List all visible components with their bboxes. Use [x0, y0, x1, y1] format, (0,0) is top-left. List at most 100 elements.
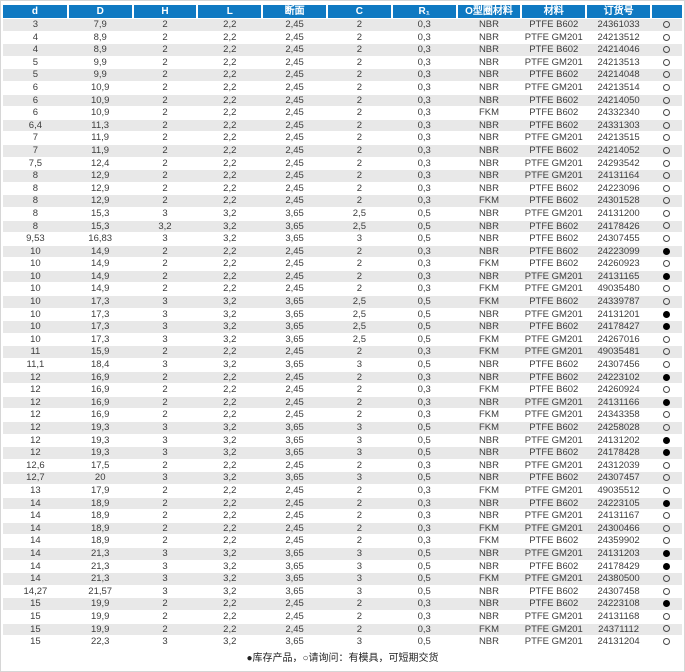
cell-D: 18,9: [67, 522, 133, 536]
cell-material: PTFE B602: [521, 232, 587, 246]
table-row: 12,6 17,5 2 2,2 2,45 2 0,3 NBR PTFE GM201 2431203…: [3, 459, 682, 473]
cell-cross-section: 3,65: [262, 446, 327, 460]
cell-oring-material: NBR: [456, 18, 522, 32]
cell-oring-material: NBR: [456, 119, 522, 133]
cell-L: 2,2: [197, 610, 263, 624]
cell-availability: [651, 194, 682, 208]
table-row: 6 10,9 2 2,2 2,45 2 0,3 FKM PTFE B602 24332340: [3, 106, 682, 120]
cell-d: 10: [3, 245, 68, 259]
cell-R1: 0,3: [391, 270, 457, 284]
cell-H: 3: [132, 333, 198, 347]
cell-R1: 0,3: [391, 257, 457, 271]
cell-material: PTFE B602: [521, 534, 587, 548]
cell-L: 2,2: [197, 509, 263, 523]
cell-D: 17,3: [67, 320, 133, 334]
cell-oring-material: NBR: [456, 585, 522, 599]
on-request-icon: [663, 411, 670, 419]
cell-oring-material: NBR: [456, 68, 522, 82]
cell-availability: [651, 144, 682, 158]
cell-order-number: 24214048: [586, 68, 651, 82]
cell-D: 18,9: [67, 509, 133, 523]
cell-C: 2: [326, 31, 392, 45]
cell-C: 2: [326, 119, 392, 133]
table-row: 8 15,3 3 3,2 3,65 2,5 0,5 NBR PTFE GM201 24131200: [3, 207, 682, 221]
cell-C: 2: [326, 623, 392, 637]
cell-H: 3: [132, 295, 198, 309]
cell-H: 2: [132, 497, 198, 511]
cell-d: 14: [3, 560, 68, 574]
cell-R1: 0,3: [391, 534, 457, 548]
cell-oring-material: FKM: [456, 345, 522, 360]
cell-H: 2: [132, 94, 198, 108]
cell-R1: 0,3: [391, 144, 457, 158]
cell-availability: [651, 295, 682, 309]
cell-L: 2,2: [197, 43, 263, 57]
cell-L: 2,2: [197, 459, 263, 473]
cell-order-number: 24131204: [586, 635, 651, 649]
cell-C: 2: [326, 282, 392, 297]
table-row: 14 21,3 3 3,2 3,65 3 0,5 FKM PTFE GM201 24380500: [3, 572, 682, 586]
cell-material: PTFE GM201: [521, 131, 587, 145]
cell-R1: 0,3: [391, 106, 457, 120]
cell-L: 2,2: [197, 497, 263, 511]
cell-order-number: 24178427: [586, 320, 651, 334]
cell-order-number: 24361033: [586, 18, 651, 32]
cell-oring-material: NBR: [456, 446, 522, 460]
in-stock-icon: [663, 398, 670, 406]
cell-H: 2: [132, 282, 198, 297]
cell-R1: 0,5: [391, 295, 457, 309]
cell-cross-section: 3,65: [262, 320, 327, 334]
cell-C: 2: [326, 68, 392, 82]
cell-oring-material: NBR: [456, 459, 522, 473]
cell-material: PTFE GM201: [521, 509, 587, 523]
cell-R1: 0,3: [391, 282, 457, 297]
on-request-icon: [663, 109, 670, 117]
cell-H: 2: [132, 383, 198, 397]
cell-R1: 0,5: [391, 207, 457, 221]
cell-L: 2,2: [197, 282, 263, 297]
cell-R1: 0,3: [391, 18, 457, 32]
cell-R1: 0,5: [391, 572, 457, 586]
cell-cross-section: 2,45: [262, 119, 327, 133]
cell-cross-section: 2,45: [262, 345, 327, 360]
cell-C: 3: [326, 358, 392, 372]
column-header-availability: [650, 5, 682, 19]
cell-cross-section: 2,45: [262, 534, 327, 548]
cell-H: 2: [132, 509, 198, 523]
cell-d: 12,6: [3, 459, 68, 473]
cell-D: 9,9: [67, 68, 133, 82]
cell-D: 17,3: [67, 308, 133, 322]
cell-R1: 0,3: [391, 194, 457, 208]
table-row: 12 16,9 2 2,2 2,45 2 0,3 NBR PTFE B602 24223102: [3, 371, 682, 385]
on-request-icon: [663, 121, 670, 129]
table-row: 10 14,9 2 2,2 2,45 2 0,3 FKM PTFE B602 24260923: [3, 257, 682, 271]
table-row: 8 15,3 3,2 3,2 3,65 2,5 0,5 NBR PTFE B602 2417842…: [3, 220, 682, 234]
cell-availability: [651, 43, 682, 57]
cell-C: 2: [326, 56, 392, 70]
table-row: 10 17,3 3 3,2 3,65 2,5 0,5 FKM PTFE B602 24339787: [3, 295, 682, 309]
cell-availability: [651, 232, 682, 246]
cell-H: 2: [132, 522, 198, 536]
cell-L: 2,2: [197, 94, 263, 108]
cell-d: 14: [3, 547, 68, 561]
cell-L: 2,2: [197, 623, 263, 637]
cell-R1: 0,5: [391, 446, 457, 460]
cell-L: 2,2: [197, 68, 263, 82]
in-stock-icon: [663, 562, 670, 570]
on-request-icon: [663, 235, 670, 243]
cell-H: 3: [132, 635, 198, 649]
cell-D: 19,3: [67, 421, 133, 435]
cell-oring-material: NBR: [456, 207, 522, 221]
table-row: 10 14,9 2 2,2 2,45 2 0,3 NBR PTFE GM201 24131165: [3, 270, 682, 284]
cell-H: 2: [132, 257, 198, 271]
header-row: d D H L 断面 C R₁ O型圈材料 材料 订货号: [3, 5, 682, 19]
cell-cross-section: 3,65: [262, 421, 327, 435]
table-row: 15 19,9 2 2,2 2,45 2 0,3 NBR PTFE B602 24223108: [3, 597, 682, 611]
cell-C: 2,5: [326, 333, 392, 347]
cell-L: 2,2: [197, 31, 263, 45]
cell-R1: 0,5: [391, 585, 457, 599]
cell-cross-section: 2,45: [262, 383, 327, 397]
table-row: 7 11,9 2 2,2 2,45 2 0,3 NBR PTFE GM201 24213515: [3, 131, 682, 145]
cell-order-number: 24293542: [586, 157, 651, 171]
table-row: 11 15,9 2 2,2 2,45 2 0,3 FKM PTFE GM201 49035481: [3, 345, 682, 360]
